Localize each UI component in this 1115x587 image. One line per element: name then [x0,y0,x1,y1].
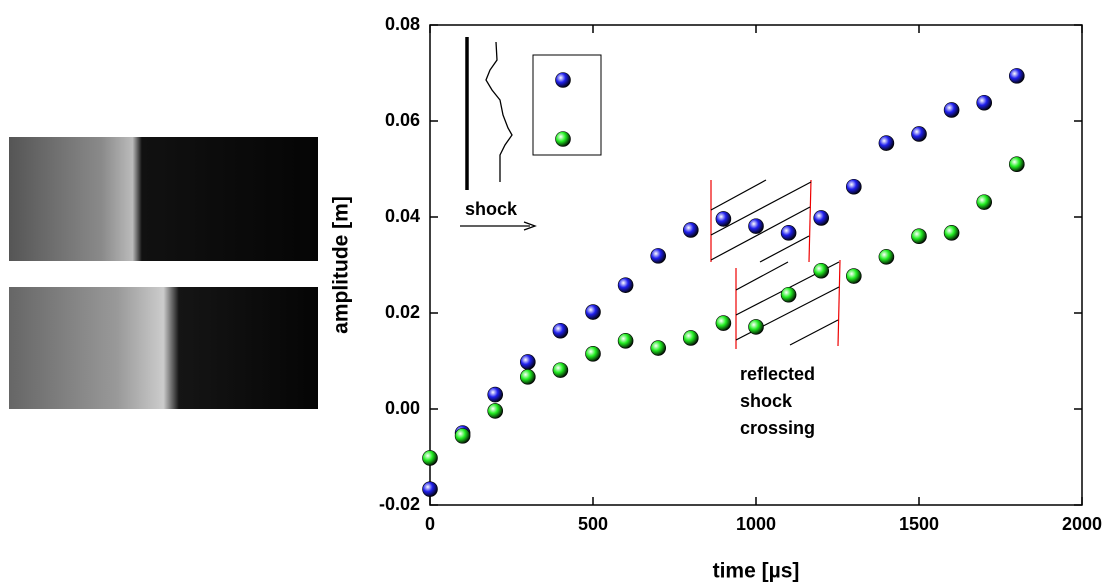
point [585,304,601,320]
y-tick-label: 0.04 [385,206,420,226]
legend-marker [555,72,571,88]
point [976,194,993,210]
annotation: shock [465,199,518,219]
point [715,315,732,331]
point [845,178,862,195]
y-tick-label: 0.08 [385,14,420,34]
legend-box [532,54,602,156]
point [422,450,438,466]
point [617,333,634,349]
photo [9,287,318,409]
point [878,135,895,151]
point [748,319,764,335]
point [650,340,667,356]
point [780,225,797,241]
annotation: reflected [740,364,815,384]
point [617,277,634,293]
y-tick-label: 0.02 [385,302,420,322]
point [813,210,830,226]
point [519,354,536,370]
annotation: shock [740,391,793,411]
point [519,369,536,385]
point [748,218,764,234]
x-axis-label: time [µs] [713,560,800,583]
point [682,330,699,346]
x-tick-label: 2000 [1062,514,1102,534]
point [878,249,895,265]
x-tick-label: 1500 [899,514,939,534]
y-tick-label: 0.00 [385,398,420,418]
point [552,362,569,378]
legend-marker [555,131,571,147]
point [911,126,927,142]
point [552,322,569,339]
point [1008,68,1025,84]
y-tick-label: 0.06 [385,110,420,130]
x-tick-label: 1000 [736,514,776,534]
point [976,94,993,111]
point [1008,156,1025,172]
point [845,268,862,284]
shock-diagram [460,37,537,231]
point [487,403,504,419]
photo [9,137,318,261]
point [585,345,601,362]
annotation: crossing [740,418,815,438]
point [682,222,699,238]
point [650,248,667,264]
point [487,386,504,403]
y-axis-label: amplitude [m] [330,196,353,334]
point [454,428,471,444]
y-tick-label: -0.02 [379,494,420,514]
point [813,262,830,279]
point [780,286,797,303]
x-tick-label: 500 [578,514,608,534]
point [943,225,960,241]
point [943,102,960,118]
point [911,228,927,244]
point [422,481,438,497]
point [715,211,732,227]
x-tick-label: 0 [425,514,435,534]
